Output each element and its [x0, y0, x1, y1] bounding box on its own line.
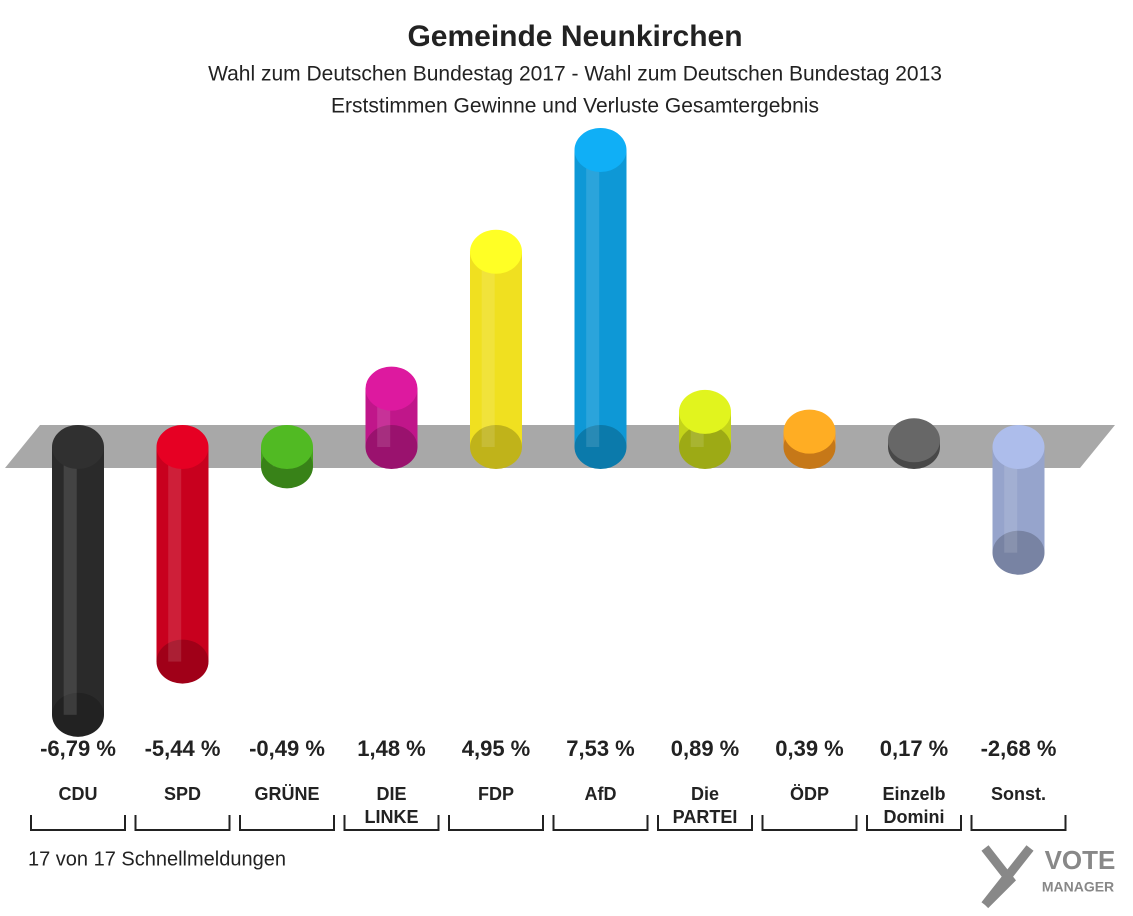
- bar-body: [156, 447, 209, 662]
- bar-highlight: [1004, 447, 1018, 553]
- x-tick-label: ÖDP: [790, 784, 829, 804]
- chart-subtitle: Erststimmen Gewinne und Verluste Gesamte…: [331, 95, 819, 118]
- bar: [574, 128, 627, 469]
- value-label: 0,17 %: [880, 736, 949, 761]
- value-label: 0,89 %: [671, 736, 740, 761]
- value-label: 7,53 %: [566, 736, 635, 761]
- bar-cap: [992, 425, 1045, 469]
- bar: [156, 425, 209, 684]
- bar-body: [52, 447, 104, 715]
- bars: [52, 128, 1045, 737]
- logo-mark: [981, 845, 1034, 909]
- bar: [888, 418, 940, 469]
- value-label: 0,39 %: [775, 736, 844, 761]
- category-bracket: [448, 815, 544, 831]
- bar-cap: [470, 425, 522, 469]
- logo: VOTE MANAGER: [981, 845, 1116, 909]
- x-tick-label: SPD: [164, 784, 201, 804]
- category-bracket: [866, 815, 962, 831]
- bar: [261, 425, 313, 489]
- bar: [52, 425, 104, 737]
- bar-cap: [783, 409, 836, 454]
- bar-highlight: [63, 447, 77, 715]
- x-tick-label: FDP: [478, 784, 514, 804]
- bar-cap: [574, 425, 627, 469]
- bar-highlight: [481, 251, 495, 447]
- bar-cap: [365, 425, 418, 469]
- chart-subtitle: Wahl zum Deutschen Bundestag 2017 - Wahl…: [208, 63, 942, 86]
- category-bracket: [239, 815, 335, 831]
- bar-cap: [679, 425, 731, 469]
- bar-highlight: [586, 150, 600, 447]
- value-label: -6,79 %: [40, 736, 116, 761]
- footnote: 17 von 17 Schnellmeldungen: [28, 848, 286, 870]
- x-tick-label: AfD: [585, 784, 617, 804]
- value-label: 4,95 %: [462, 736, 531, 761]
- category-bracket: [552, 815, 649, 831]
- x-tick-label: Die PARTEI: [673, 784, 738, 827]
- bar: [365, 366, 418, 469]
- bar: [470, 229, 522, 469]
- bar-body: [470, 251, 522, 447]
- bar-cap: [156, 425, 209, 469]
- category-bracket: [134, 815, 231, 831]
- bar-body: [574, 150, 627, 447]
- x-tick-label: Sonst.: [991, 784, 1046, 804]
- category-bracket: [761, 815, 858, 831]
- bar-cap: [365, 366, 418, 411]
- category-bracket: [657, 815, 753, 831]
- value-label: -2,68 %: [981, 736, 1057, 761]
- bar-cap: [888, 418, 940, 463]
- x-tick-label: GRÜNE: [254, 784, 319, 804]
- logo-text: MANAGER: [1042, 879, 1114, 895]
- bar-cap: [52, 692, 104, 737]
- bar: [679, 389, 731, 469]
- bar-cap: [470, 229, 522, 274]
- category-bracket: [970, 815, 1067, 831]
- logo-text: VOTE: [1045, 845, 1116, 875]
- category-bracket: [343, 815, 440, 831]
- x-tick-label: Einzelb Domini: [882, 784, 945, 827]
- category-bracket: [30, 815, 126, 831]
- chart-title: Gemeinde Neunkirchen: [407, 20, 742, 53]
- bar: [783, 409, 836, 469]
- bar-cap: [679, 389, 731, 434]
- bar-cap: [574, 128, 627, 172]
- value-label: -5,44 %: [145, 736, 221, 761]
- bar: [992, 425, 1045, 575]
- value-label: -0,49 %: [249, 736, 325, 761]
- bar-highlight: [168, 447, 182, 662]
- bar-cap: [992, 530, 1045, 575]
- bar-cap: [52, 425, 104, 469]
- x-tick-label: CDU: [59, 784, 98, 804]
- x-tick-label: DIE LINKE: [365, 784, 419, 827]
- value-label: 1,48 %: [357, 736, 426, 761]
- bar-cap: [261, 425, 313, 469]
- bar-cap: [156, 639, 209, 684]
